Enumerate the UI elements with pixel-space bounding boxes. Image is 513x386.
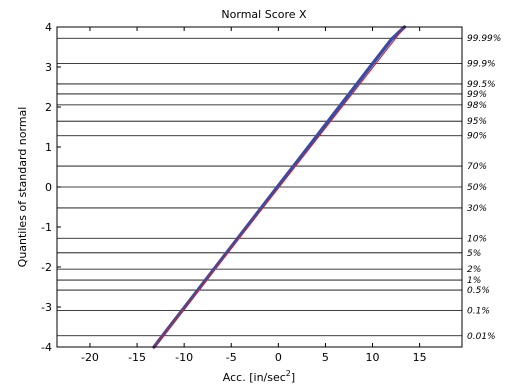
probability-label: 0.1%	[467, 307, 490, 317]
probability-label: 5%	[467, 249, 481, 259]
x-axis-label: Acc. [in/sec2]	[223, 369, 295, 384]
y-tick-label: -2	[41, 261, 52, 274]
y-tick-label: -1	[41, 221, 52, 234]
probability-label: 98%	[467, 101, 487, 111]
y-axis-label: Quantiles of standard normal	[16, 107, 29, 268]
probability-label: 10%	[467, 234, 487, 244]
probability-label: 2%	[467, 265, 481, 275]
x-axis-ticks: -20 -15 -10 -5 0 5 10 15	[81, 27, 427, 364]
x-tick-label: 0	[275, 351, 282, 364]
probability-label: 99%	[467, 90, 487, 100]
y-tick-label: -3	[41, 301, 52, 314]
x-axis-label-base: Acc. [in/sec	[223, 371, 286, 384]
x-tick-label: 5	[322, 351, 329, 364]
x-axis-label-tail: ]	[291, 371, 295, 384]
x-tick-label: -20	[81, 351, 99, 364]
probability-label: 70%	[467, 162, 487, 172]
probability-label: 0.01%	[467, 332, 496, 342]
x-tick-label: -5	[226, 351, 237, 364]
y-tick-label: -4	[41, 341, 52, 354]
x-tick-label: 10	[366, 351, 380, 364]
y-tick-label: 1	[45, 141, 52, 154]
x-tick-label: -15	[128, 351, 146, 364]
probability-label: 99.5%	[467, 80, 496, 90]
y-axis-ticks: -4 -3 -2 -1 0 1 2 3 4	[41, 21, 61, 354]
y-tick-label: 2	[45, 101, 52, 114]
probability-label: 99.9%	[467, 59, 496, 69]
y-tick-label: 4	[45, 21, 52, 34]
probability-label: 0.5%	[467, 286, 490, 296]
probability-label: 99.99%	[467, 34, 501, 44]
reference-line	[153, 26, 406, 348]
chart-title: Normal Score X	[221, 8, 307, 21]
probability-labels: 99.99% 99.9% 99.5%99%98% 95% 90% 70% 50% 30% 10%…	[467, 34, 501, 342]
probability-label: 1%	[467, 276, 481, 286]
probability-label: 95%	[467, 117, 487, 127]
probability-label: 90%	[467, 132, 487, 142]
probability-label: 30%	[467, 204, 487, 214]
x-tick-label: 15	[413, 351, 427, 364]
x-axis-label-exponent: 2	[286, 369, 291, 378]
probability-grid	[57, 37, 462, 337]
series-layer	[152, 25, 407, 349]
probability-label: 50%	[467, 183, 487, 193]
y-tick-label: 3	[45, 61, 52, 74]
x-tick-label: -10	[175, 351, 193, 364]
y-tick-label: 0	[45, 181, 52, 194]
